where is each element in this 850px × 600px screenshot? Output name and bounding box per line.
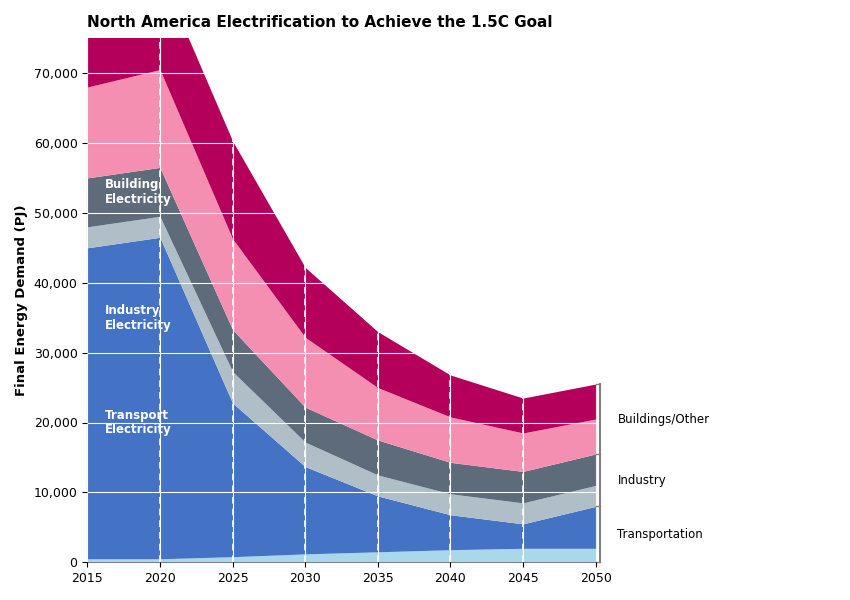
Text: Transport
Electricity: Transport Electricity — [105, 409, 172, 437]
Text: Transportation: Transportation — [617, 528, 703, 541]
Text: Building
Electricity: Building Electricity — [105, 178, 172, 206]
Text: Industry
Electricity: Industry Electricity — [105, 304, 172, 332]
Text: Buildings/Other: Buildings/Other — [617, 413, 710, 425]
Y-axis label: Final Energy Demand (PJ): Final Energy Demand (PJ) — [15, 205, 28, 396]
Text: North America Electrification to Achieve the 1.5C Goal: North America Electrification to Achieve… — [88, 15, 552, 30]
Text: Industry: Industry — [617, 473, 666, 487]
